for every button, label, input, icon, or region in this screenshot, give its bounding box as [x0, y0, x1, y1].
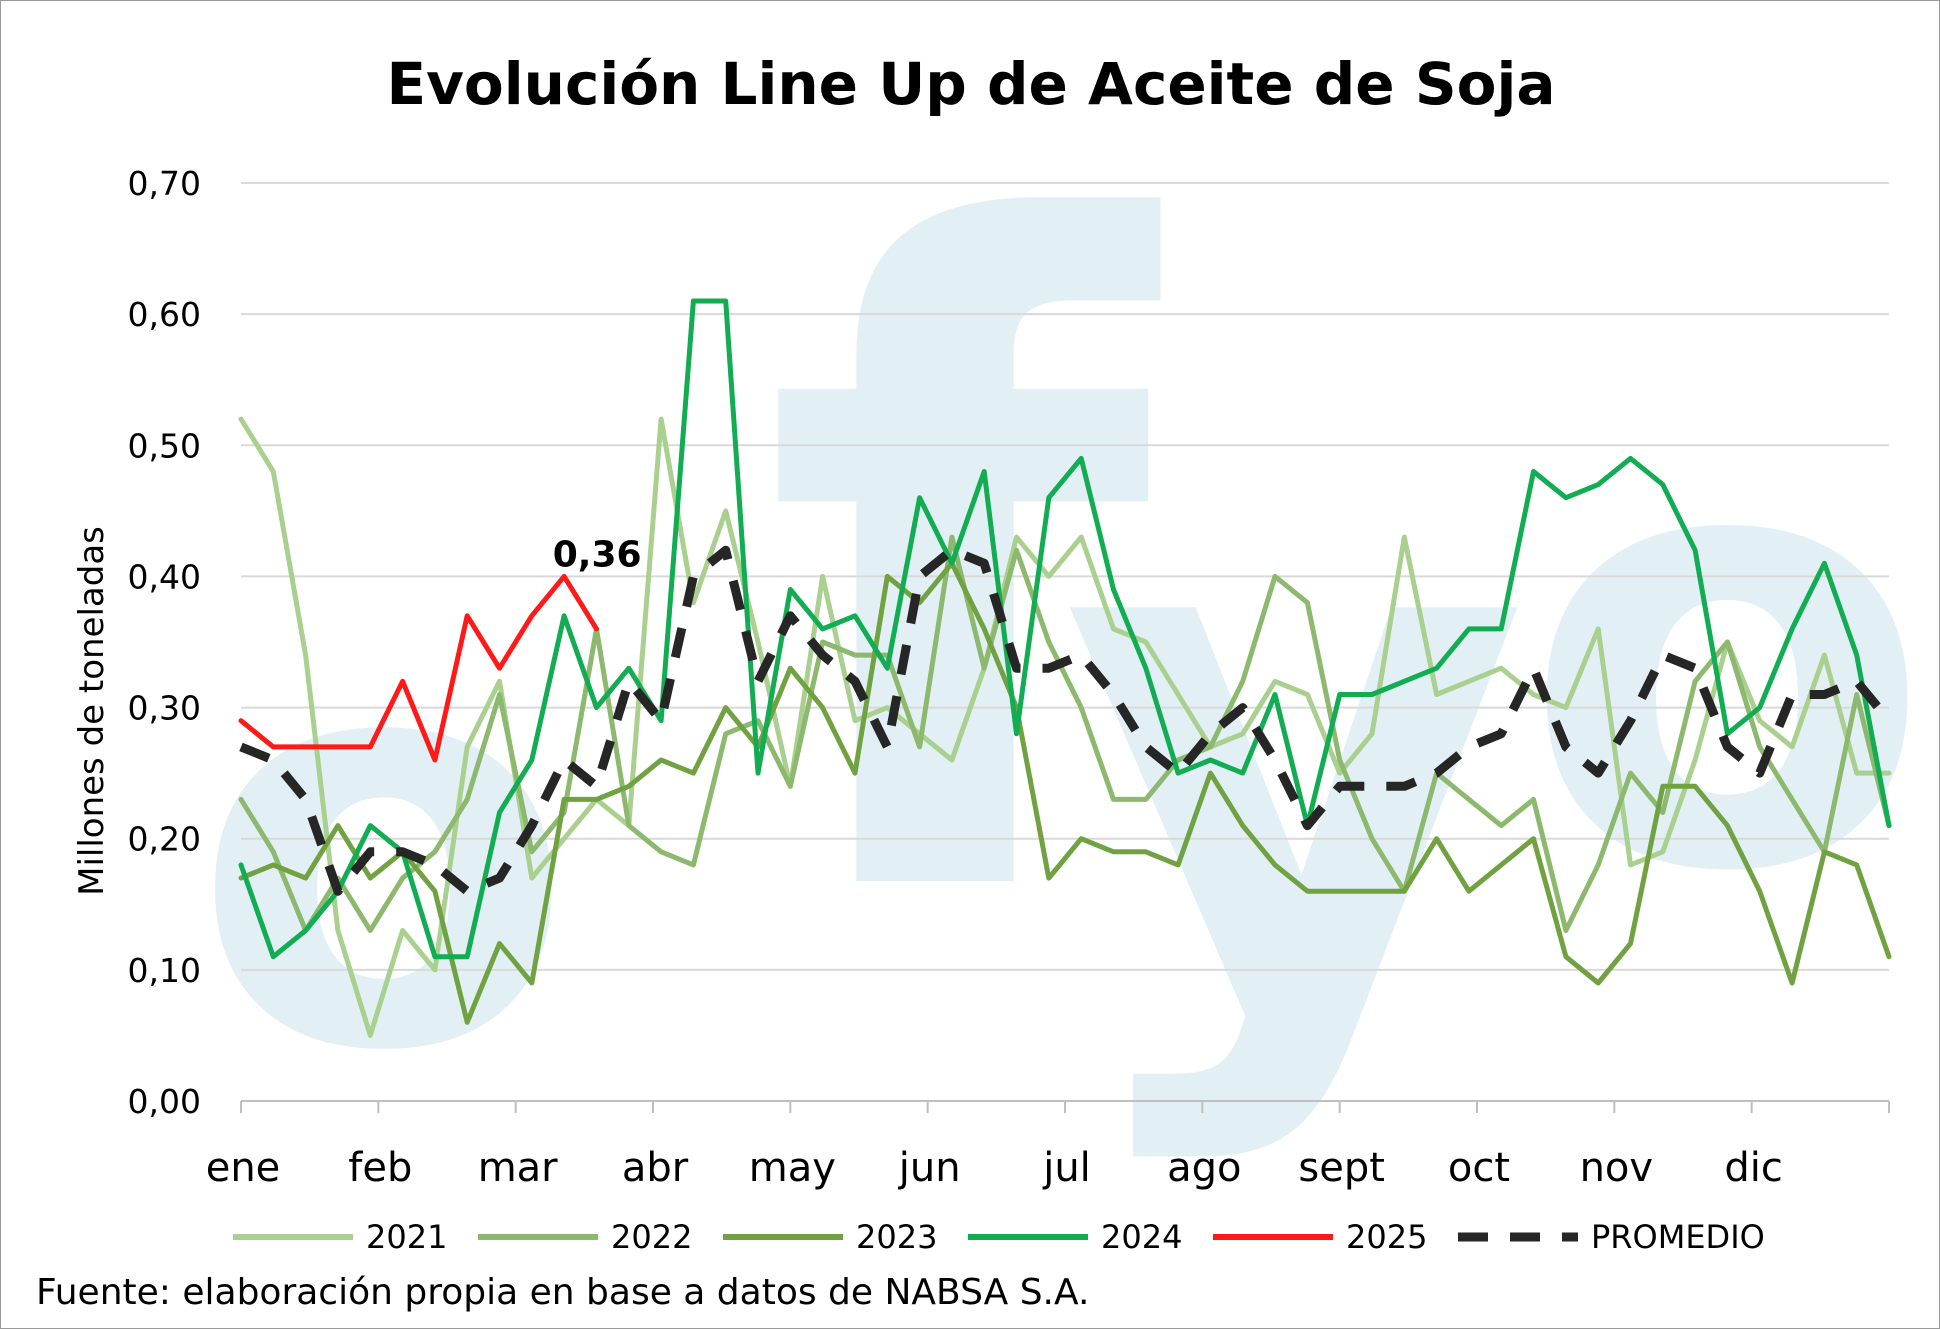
series-line-promedio: [239, 545, 1893, 896]
source-note: Fuente: elaboración propia en base a dat…: [36, 1272, 1089, 1313]
x-tick-label: sept: [1298, 1145, 1385, 1191]
series-line-2022: [238, 534, 1892, 933]
y-axis: 0,00 0,10 0,20 0,30 0,40 0,50 0,60 0,70: [128, 164, 201, 1121]
y-tick-label: 0,70: [128, 164, 201, 203]
watermark-letter-y: y: [1061, 333, 1530, 1171]
y-tick-label: 0,40: [128, 557, 201, 596]
series-line-2023: [238, 560, 1892, 1025]
x-tick-label: jul: [1042, 1145, 1091, 1191]
legend-label-2022: 2022: [611, 1218, 692, 1256]
y-tick-label: 0,10: [128, 951, 201, 990]
watermark-letter-o-left: o: [191, 522, 576, 1174]
y-tick-label: 0,00: [128, 1082, 201, 1121]
y-tick-label: 0,30: [128, 689, 201, 728]
y-tick-label: 0,20: [128, 820, 201, 859]
x-tick-label: abr: [622, 1145, 689, 1191]
x-tick-label: ene: [206, 1145, 281, 1191]
x-tick-label: feb: [348, 1145, 412, 1191]
watermark-letter-f: f: [761, 47, 1169, 1094]
grid: [241, 182, 1889, 971]
watermark: o f y o: [191, 47, 1933, 1174]
x-tick-label: nov: [1580, 1145, 1654, 1191]
x-tick-label: oct: [1448, 1145, 1510, 1191]
y-tick-label: 0,50: [128, 426, 201, 465]
series-group: [238, 298, 1893, 1038]
x-tick-label: ago: [1167, 1145, 1241, 1191]
x-tick-label: may: [749, 1145, 836, 1191]
legend-label-2023: 2023: [856, 1218, 937, 1256]
legend-label-2021: 2021: [366, 1218, 447, 1256]
annotation-label: 0,36: [553, 534, 642, 575]
legend: 2021 2022 2023 2024 2025 PROMEDIO: [233, 1218, 1765, 1256]
x-tick-label: mar: [478, 1145, 558, 1191]
x-tick-label: dic: [1724, 1145, 1783, 1191]
y-axis-label: Millones de toneladas: [72, 526, 112, 896]
series-line-2024: [238, 298, 1892, 960]
chart-title: Evolución Line Up de Aceite de Soja: [387, 50, 1556, 118]
legend-label-2025: 2025: [1346, 1218, 1427, 1256]
legend-label-promedio: PROMEDIO: [1591, 1218, 1765, 1256]
series-line-2025: [238, 573, 599, 763]
y-tick-label: 0,60: [128, 295, 201, 334]
legend-label-2024: 2024: [1101, 1218, 1182, 1256]
x-axis: ene feb mar abr may jun jul ago sept oct nov dic: [206, 1100, 1890, 1191]
x-tick-label: jun: [898, 1145, 961, 1191]
